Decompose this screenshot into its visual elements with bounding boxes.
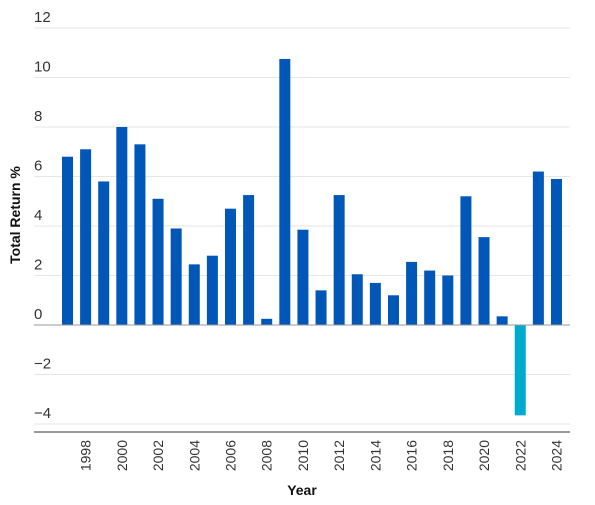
x-tick-label: 1998 — [78, 440, 94, 471]
y-tick-label: 6 — [34, 158, 42, 175]
bar-2019 — [460, 196, 472, 325]
bar-2003 — [170, 228, 182, 325]
x-tick-label: 2010 — [295, 440, 311, 471]
bar-2012 — [333, 195, 345, 325]
bar-2002 — [152, 198, 164, 325]
y-axis-title: Total Return % — [7, 166, 23, 264]
x-tick-label: 2014 — [367, 440, 383, 471]
bar-1997 — [62, 156, 73, 325]
bar-2000 — [116, 127, 128, 325]
bar-1999 — [98, 181, 110, 325]
x-tick-label: 2020 — [476, 440, 492, 471]
axes — [34, 324, 570, 433]
x-tick-label: 2006 — [222, 440, 238, 471]
bar-1998 — [80, 149, 92, 325]
bar-2022 — [514, 325, 526, 416]
y-tick-label: 4 — [34, 207, 42, 224]
x-tick-label: 2012 — [331, 440, 347, 471]
x-tick-label: 2004 — [186, 440, 202, 471]
bar-2009 — [279, 58, 291, 325]
y-tick-label: −4 — [34, 405, 51, 422]
y-tick-label: 2 — [34, 257, 42, 274]
x-tick-labels: 1998 2000 2002 2004 2006 2008 2010 2012 2014 2016… — [78, 440, 565, 471]
bar-2011 — [315, 290, 327, 325]
x-tick-label: 2008 — [259, 440, 275, 471]
x-tick-label: 2016 — [404, 440, 420, 471]
bars — [62, 58, 562, 416]
bar-2008 — [261, 318, 273, 325]
y-tick-label: 0 — [34, 306, 42, 323]
bar-2017 — [424, 270, 436, 325]
x-tick-label: 2022 — [512, 440, 528, 471]
bar-2007 — [243, 195, 255, 325]
bar-2005 — [206, 255, 218, 325]
bar-2021 — [496, 316, 508, 325]
y-tick-label: 10 — [34, 59, 51, 76]
x-axis-title: Year — [287, 482, 317, 498]
gridlines — [34, 27, 570, 425]
x-tick-label: 2000 — [114, 440, 130, 471]
x-tick-label: 2018 — [440, 440, 456, 471]
y-tick-label: −2 — [34, 356, 51, 373]
bar-2010 — [297, 229, 309, 325]
bar-2020 — [478, 237, 490, 325]
x-tick-label: 2002 — [150, 440, 166, 471]
y-tick-label: 8 — [34, 108, 42, 125]
bar-2014 — [369, 282, 381, 325]
bar-2013 — [351, 274, 363, 325]
bar-2023 — [532, 171, 544, 325]
bar-2015 — [387, 295, 399, 325]
y-tick-label: 12 — [34, 9, 51, 26]
bar-2018 — [442, 275, 454, 325]
y-tick-labels: 12 10 8 6 4 2 0 −2 −4 — [34, 9, 51, 422]
bar-2004 — [188, 264, 200, 325]
bar-2006 — [224, 208, 236, 325]
bar-2024 — [550, 178, 562, 325]
bar-2001 — [134, 144, 146, 325]
bar-2016 — [406, 261, 418, 325]
x-tick-label: 2024 — [548, 440, 564, 471]
